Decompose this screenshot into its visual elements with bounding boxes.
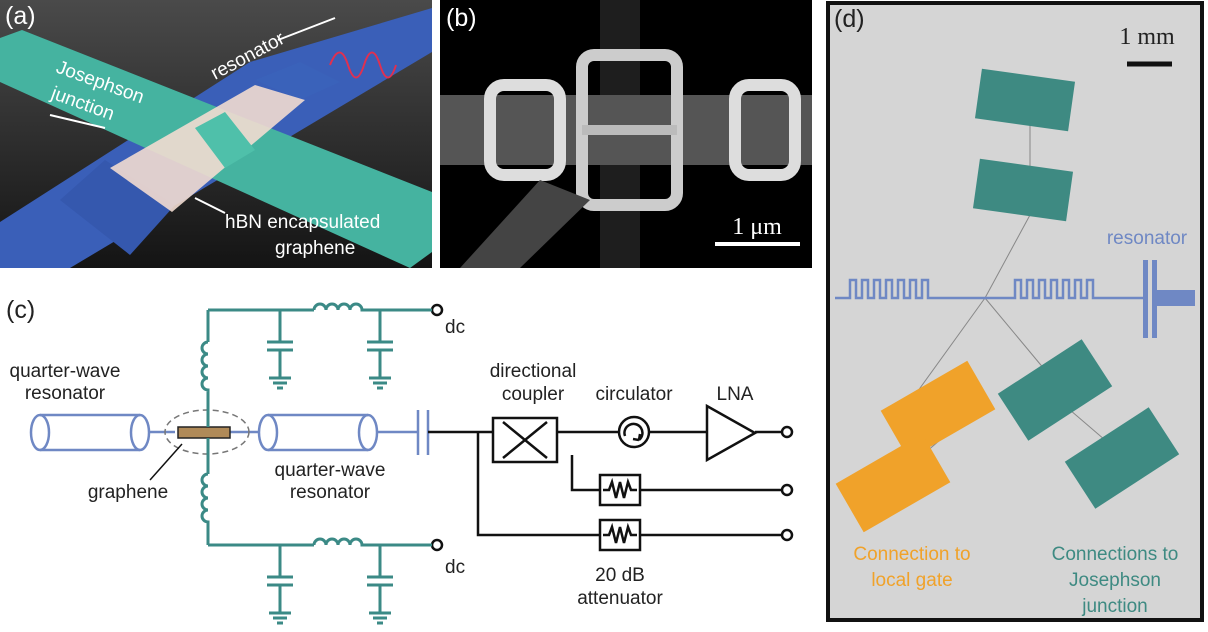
component-label: graphene (88, 482, 168, 503)
attenuator (598, 518, 642, 552)
terminal-label: dc (445, 557, 465, 578)
resonator-capacitor (1152, 260, 1157, 338)
micrograph-feature (729, 79, 801, 181)
resonator-line (835, 278, 1143, 300)
coax-end (29, 413, 51, 452)
contact-block (195, 112, 255, 168)
coupling-capacitor (377, 410, 430, 455)
panel-label: (a) (5, 2, 36, 30)
annotation: resonator (1107, 228, 1188, 249)
amplifier (705, 403, 758, 463)
coax-left (29, 413, 151, 452)
graphene-element (177, 426, 231, 439)
panel-b: (b) 1 μm (440, 0, 812, 268)
terminal (430, 303, 444, 317)
contact-block (60, 160, 175, 255)
component-label: circulator (595, 384, 673, 405)
terminal-label: dc (445, 317, 465, 338)
component-label: resonator (290, 482, 371, 503)
circulator (617, 415, 651, 449)
panel-label: (c) (6, 296, 35, 324)
component-label: quarter-wave (275, 460, 386, 481)
terminal (780, 425, 794, 439)
circulator-arrow (623, 422, 644, 442)
arrow (49, 114, 106, 129)
junction-pad (1064, 407, 1180, 509)
bias-network (200, 302, 432, 427)
panel-label: (d) (834, 5, 865, 33)
annotation: graphene (275, 238, 355, 259)
coax-end (257, 413, 279, 452)
annotation: junction (1081, 596, 1148, 617)
bias-network (200, 438, 432, 625)
resonator-capacitor (1143, 260, 1148, 338)
micrograph-feature (460, 180, 590, 268)
terminal (780, 483, 794, 497)
annotation: Connections to (1052, 544, 1179, 565)
micrograph-feature (484, 79, 566, 181)
annotation: Connection to (853, 544, 970, 565)
microwave-signal (329, 51, 397, 79)
component-label: coupler (502, 384, 565, 405)
resonator-port (1157, 290, 1195, 306)
component-label: quarter-wave (10, 361, 121, 382)
panel-d: (d) 1 mm resonator Connection to local g… (826, 1, 1204, 622)
annotation: local gate (871, 570, 952, 591)
coax-end (129, 413, 151, 452)
coupler-cross (502, 421, 548, 459)
panel-c: (c) dc dc quarter-wave resonator graphen… (6, 296, 794, 625)
junction-pad (974, 68, 1076, 132)
gate-pad (880, 360, 996, 460)
component-label: attenuator (577, 588, 663, 609)
panel-a: (a) resonator Josephson junction hBN enc… (0, 0, 432, 268)
arrow (149, 443, 183, 481)
arrow (194, 197, 226, 214)
component-label: directional (490, 361, 577, 382)
resistor-symbol (603, 477, 637, 544)
annotation: hBN encapsulated (225, 212, 380, 233)
coax-body (268, 413, 368, 452)
terminal (430, 538, 444, 552)
scale-label: 1 mm (1119, 24, 1175, 50)
wire (476, 432, 782, 537)
annotation: Josephson (1069, 570, 1161, 591)
component-label: resonator (25, 383, 106, 404)
directional-coupler (491, 416, 559, 464)
terminal (780, 528, 794, 542)
junction-pad (997, 339, 1113, 441)
graphene-slab (110, 85, 305, 212)
panel-label: (b) (446, 4, 477, 32)
scale-label: 1 μm (732, 214, 782, 240)
component-label: 20 dB (595, 565, 645, 586)
arrow (277, 17, 336, 41)
junction-pad (972, 158, 1074, 222)
coax-body (40, 413, 140, 452)
gate-pad (835, 433, 951, 533)
coax-right (257, 413, 379, 452)
coax-end (357, 413, 379, 452)
component-label: LNA (717, 384, 754, 405)
contact-block (255, 62, 340, 100)
attenuator (598, 473, 642, 507)
